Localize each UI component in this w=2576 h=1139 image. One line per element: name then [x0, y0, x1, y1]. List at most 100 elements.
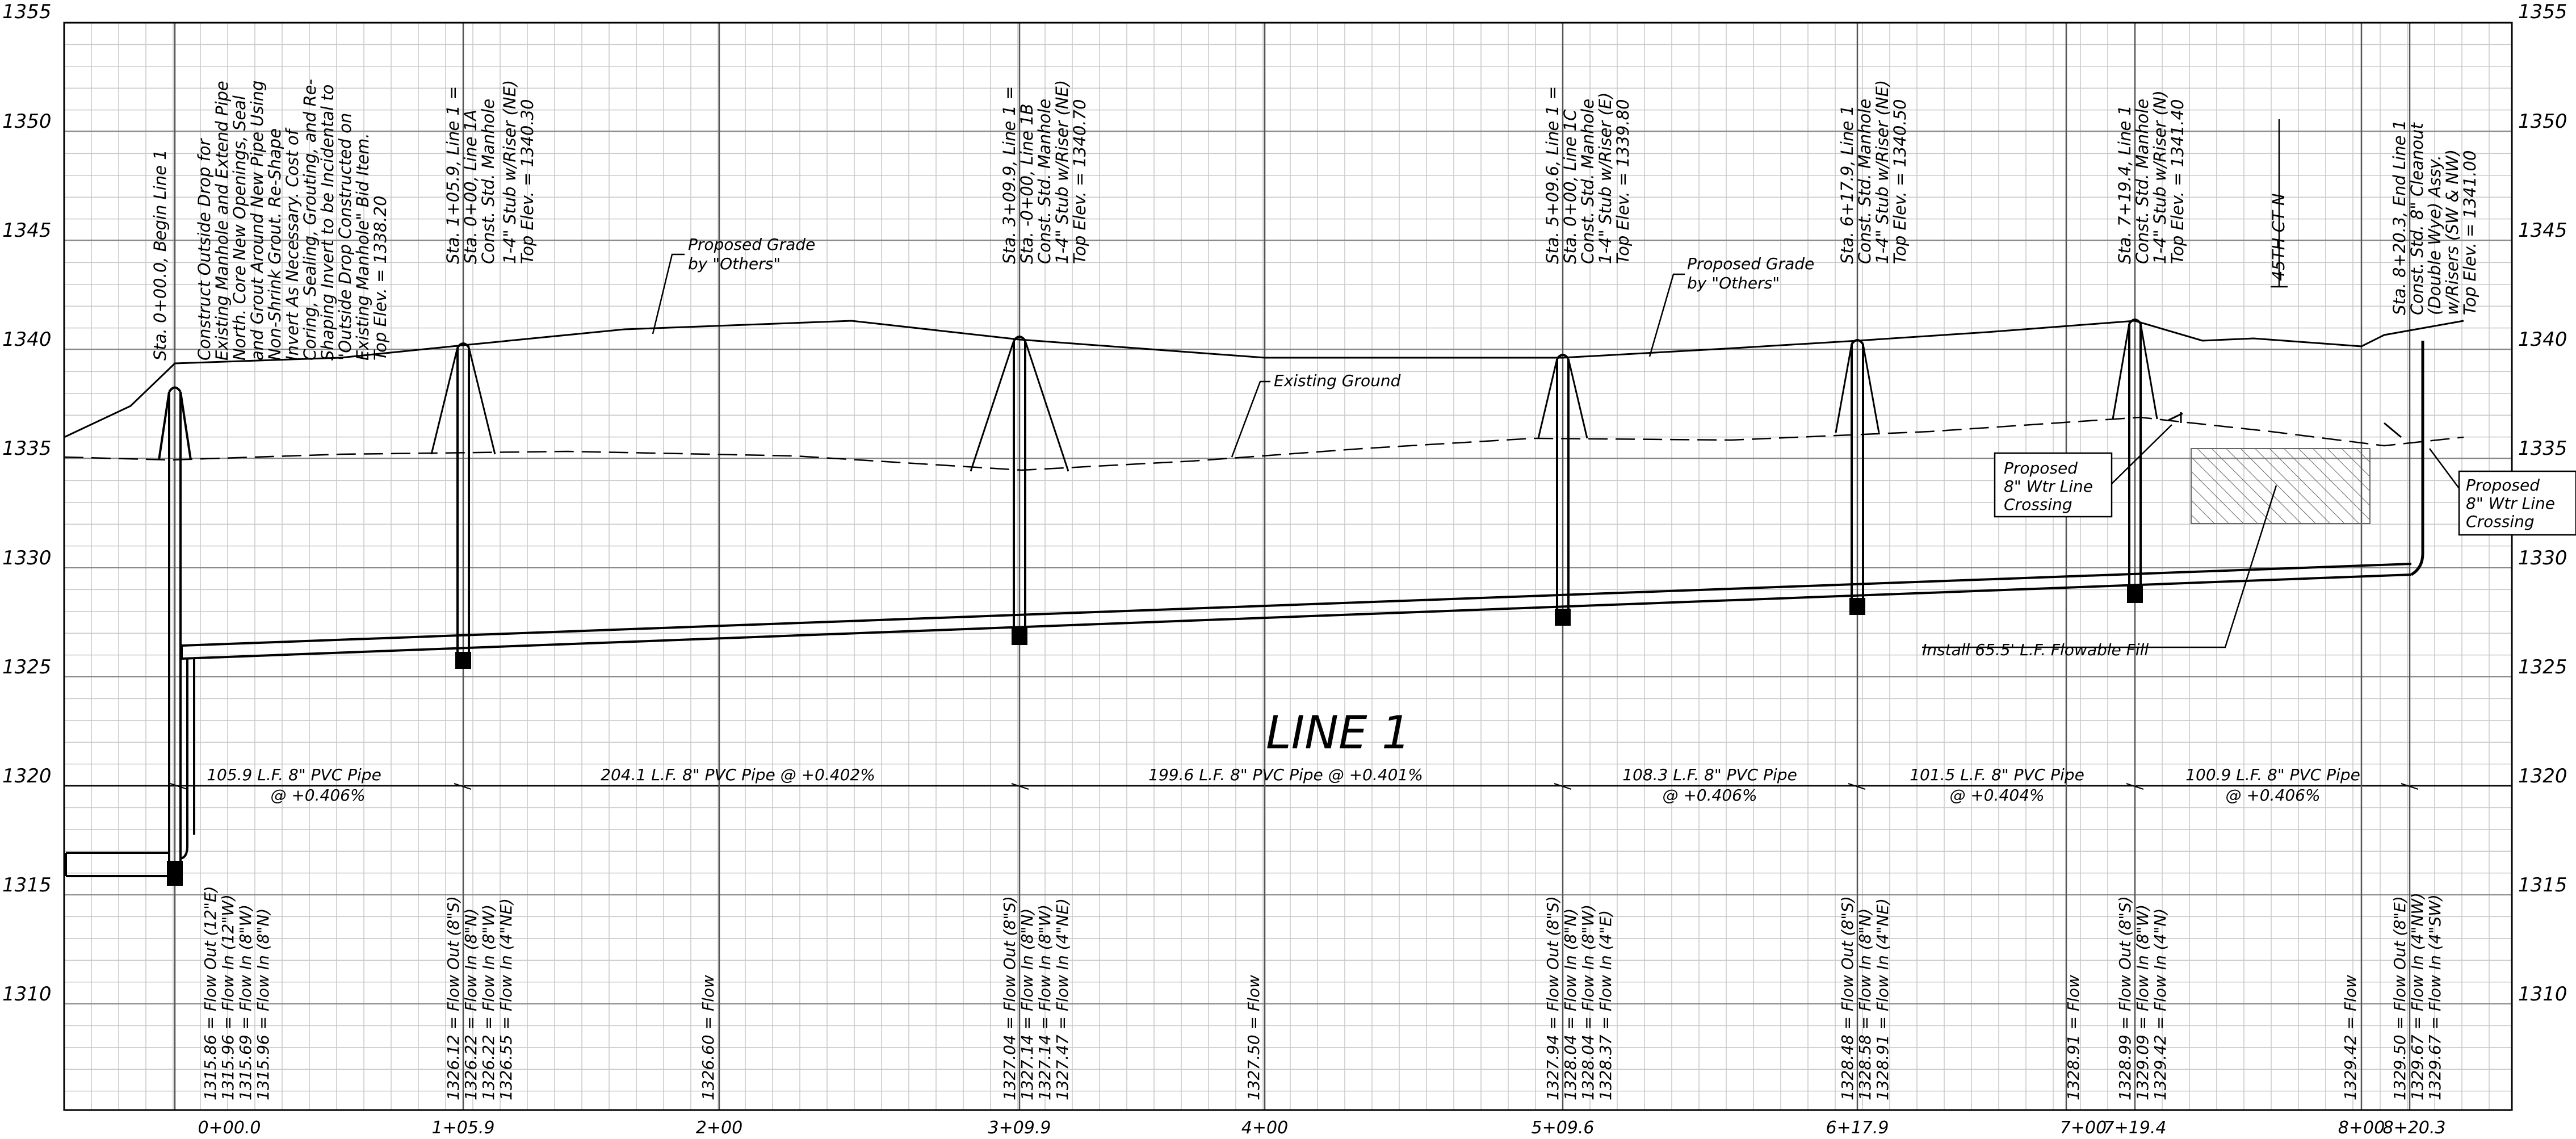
structure-note: Existing Manhole" Bid Item. [353, 133, 372, 361]
structure-note: (Double Wye) Assy. [2425, 155, 2444, 315]
structure-note: Sta. 0+00.0, Begin Line 1 [150, 149, 170, 361]
profile-title: LINE 1 [1266, 706, 1411, 759]
flow-label: 1327.04 = Flow Out (8"S) [1000, 896, 1019, 1100]
structure-note: Const. Std. Manhole [479, 99, 498, 264]
elevation-labels-left: 1355 1350 1345 1340 1335 1330 1325 1320 … [2, 1, 52, 1006]
structure-note: Sta. 6+17.9, Line 1 [1837, 105, 1857, 264]
elev-label: 1320 [2, 765, 52, 788]
flow-label: 1327.47 = Flow In (4"NE) [1053, 898, 1072, 1100]
flow-label: 1315.96 = Flow In (12"W) [219, 894, 237, 1100]
callout-flowable-fill: Install 65.5' L.F. Flowable Fill [1922, 640, 2149, 659]
flow-label: 1327.50 = Flow [1244, 975, 1263, 1100]
street-centerline-label: 45TH CT N [2269, 193, 2288, 281]
elev-label: 1355 [2, 1, 52, 23]
station-label: 6+17.9 [1826, 1118, 1889, 1138]
structure-note: Invert As Necessary. Cost of [283, 127, 302, 361]
flow-label: 1326.22 = Flow In (8"N) [462, 908, 480, 1100]
elev-label: 1310 [2518, 983, 2567, 1006]
station-labels: 0+00.0 1+05.9 2+00 3+09.9 4+00 5+09.6 6+… [198, 1118, 2445, 1138]
callout-water-crossing: Crossing [2004, 495, 2072, 514]
elev-label: 1325 [2518, 656, 2567, 679]
pipe-label: @ +0.406% [270, 786, 365, 805]
station-label: 1+05.9 [431, 1118, 494, 1138]
structure-note: Top Elev. = 1338.20 [371, 196, 390, 361]
structure-note: Existing Manhole and Extend Pipe [212, 81, 232, 361]
station-lines [174, 23, 2411, 1110]
station-label: 5+09.6 [1531, 1118, 1594, 1138]
manhole-5-09-6 [1537, 354, 1588, 626]
structure-note: Sta. 5+09.6, Line 1 = [1543, 86, 1562, 264]
elev-label: 1345 [2, 219, 52, 242]
callout-water-crossing: Proposed [2466, 476, 2540, 495]
callout-by-others: by "Others" [688, 254, 781, 273]
structure-note: 1-4" Stub w/Riser (NE) [500, 80, 519, 264]
existing-12in-pipe [65, 852, 170, 877]
flow-label: 1328.04 = Flow In (8"N) [1561, 908, 1580, 1100]
flow-label: 1327.14 = Flow In (8"W) [1035, 905, 1054, 1100]
elev-label: 1335 [2518, 437, 2567, 460]
flow-label: 1328.99 = Flow Out (8"S) [2116, 896, 2134, 1100]
elev-label: 1345 [2518, 219, 2567, 242]
structure-note: 1-4" Stub w/Riser (N) [2150, 90, 2170, 264]
elev-label: 1340 [2, 328, 52, 351]
flow-label: 1328.91 = Flow In (4"NE) [1873, 898, 1892, 1100]
flow-label: 1326.55 = Flow In (4"NE) [497, 898, 515, 1100]
callouts: Proposed Grade by "Others" Proposed Grad… [688, 235, 2576, 659]
structure-note: 1-4" Stub w/Riser (NE) [1873, 80, 1892, 264]
pipe-dimension-ticks [170, 783, 2419, 790]
station-label: 3+09.9 [988, 1118, 1051, 1138]
flow-label: 1315.69 = Flow In (8"W) [236, 905, 255, 1100]
manhole-7-19-4 [2112, 319, 2158, 603]
station-label: 4+00 [1241, 1118, 1288, 1138]
structure-note: Sta. 3+09.9, Line 1 = [1000, 86, 1019, 264]
water-line-crossing-marks [2168, 412, 2183, 423]
structure-note: Top Elev. = 1341.00 [2460, 150, 2479, 315]
pipe-label: @ +0.406% [2225, 786, 2320, 805]
structure-note: Const. Std. Manhole [1855, 99, 1874, 264]
flow-label: 1329.50 = Flow Out (8"E) [2390, 896, 2409, 1100]
structure-note: Const. Std. Manhole [1035, 99, 1054, 264]
structure-note: Non-Shrink Grout. Re-Shape [265, 128, 284, 361]
structure-note: 1-4" Stub w/Riser (NE) [1052, 80, 1072, 264]
structure-note: "Outside Drop Constructed on [335, 113, 355, 361]
structure-note: Sta. 1+05.9, Line 1 = [443, 86, 463, 264]
flow-labels: 1315.86 = Flow Out (12"E) 1315.96 = Flow… [201, 886, 2444, 1100]
elev-label: 1325 [2, 656, 52, 679]
callout-water-crossing: 8" Wtr Line [2466, 494, 2555, 513]
structure-notes: Sta. 0+00.0, Begin Line 1 Construct Outs… [150, 79, 2479, 361]
proposed-grade-line [64, 320, 2464, 438]
manhole-6-17-9 [1835, 339, 1880, 615]
elev-label: 1330 [2518, 547, 2567, 570]
callout-box-water-crossing [1994, 452, 2113, 518]
callout-water-crossing: 8" Wtr Line [2004, 477, 2093, 496]
flow-label: 1328.04 = Flow In (8"W) [1579, 905, 1597, 1100]
station-label: 8+00 [2338, 1118, 2385, 1138]
station-label: 8+20.3 [2382, 1118, 2445, 1138]
flow-label: 1328.58 = Flow In (8"N) [1856, 908, 1874, 1100]
structure-note: Top Elev. = 1340.70 [1070, 99, 1089, 264]
flow-label: 1315.96 = Flow In (8"N) [254, 908, 272, 1100]
station-label: 2+00 [696, 1118, 742, 1138]
structure-note: Top Elev. = 1340.30 [518, 99, 537, 264]
structure-note: North. Core New Openings, Seal [230, 95, 249, 361]
flow-label: 1327.14 = Flow In (8"N) [1018, 908, 1037, 1100]
elev-label: 1315 [2, 874, 52, 897]
callout-proposed-grade: Proposed Grade [1687, 254, 1814, 273]
flow-label: 1326.22 = Flow In (8"W) [479, 905, 498, 1100]
flow-label: 1329.09 = Flow In (8"W) [2133, 905, 2152, 1100]
structure-note: Const. Std. 8" Cleanout [2407, 122, 2427, 315]
structure-note: 1-4" Stub w/Riser (E) [1596, 93, 1615, 264]
elev-label: 1355 [2518, 1, 2567, 23]
structure-note: Const. Std. Manhole [1578, 99, 1597, 264]
elevation-labels-right: 1355 1350 1345 1340 1335 1330 1325 1320 … [2518, 1, 2567, 1006]
structure-note: Top Elev. = 1341.40 [2168, 99, 2187, 264]
pipe-label: @ +0.406% [1662, 786, 1757, 805]
pipe-label: 100.9 L.F. 8" PVC Pipe [2185, 765, 2360, 784]
structure-note: Sta. 0+00, Line 1C [1560, 109, 1580, 264]
structure-note: Const. Std. Manhole [2133, 99, 2152, 264]
callout-water-crossing: Proposed [2004, 459, 2078, 478]
pipe-labels: 105.9 L.F. 8" PVC Pipe @ +0.406% 204.1 L… [207, 765, 2360, 805]
callout-box-water-crossing-2 [2458, 470, 2576, 536]
elev-label: 1335 [2, 437, 52, 460]
